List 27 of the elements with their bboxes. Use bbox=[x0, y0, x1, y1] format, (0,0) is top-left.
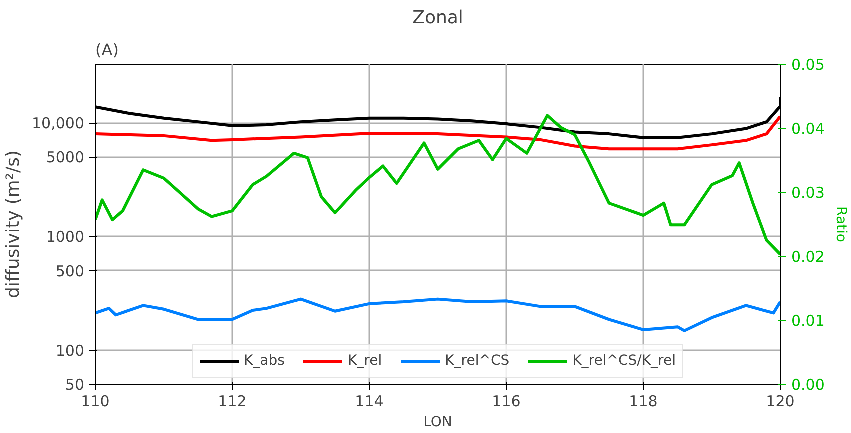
x-tick-label: 114 bbox=[355, 392, 384, 410]
y2-tick-label: 0.00 bbox=[792, 376, 825, 394]
y-tick-label: 50 bbox=[65, 376, 85, 394]
x-tick-label: 120 bbox=[766, 392, 795, 410]
x-tick-label: 118 bbox=[629, 392, 658, 410]
x-tick-label: 110 bbox=[81, 392, 110, 410]
chart-title: Zonal bbox=[412, 8, 464, 28]
y2-tick-label: 0.02 bbox=[792, 248, 825, 266]
y-tick-label: 500 bbox=[56, 262, 85, 280]
y-tick-label: 5000 bbox=[46, 148, 85, 167]
y-tick-label: 10,000 bbox=[32, 114, 85, 133]
legend-label: K_rel^CS/K_rel bbox=[572, 353, 676, 369]
y2-tick-label: 0.04 bbox=[792, 120, 825, 138]
y-axis-title: diffusivity (m²/s) bbox=[3, 150, 24, 298]
legend-label: K_rel^CS bbox=[445, 353, 510, 369]
y2-tick-label: 0.01 bbox=[792, 312, 825, 330]
y2-tick-label: 0.03 bbox=[792, 184, 825, 202]
y-tick-label: 1000 bbox=[46, 228, 85, 246]
text: (A) bbox=[96, 40, 119, 60]
legend-label: K_rel bbox=[348, 353, 382, 369]
x-tick-label: 116 bbox=[492, 392, 521, 410]
y-tick-label: 100 bbox=[56, 342, 85, 360]
legend-label: K_abs bbox=[244, 353, 285, 369]
x-tick-label: 112 bbox=[218, 392, 247, 410]
y2-tick-label: 0.05 bbox=[792, 56, 825, 74]
x-axis-title: LON bbox=[424, 414, 452, 430]
y2-axis-title: Ratio bbox=[832, 206, 849, 242]
